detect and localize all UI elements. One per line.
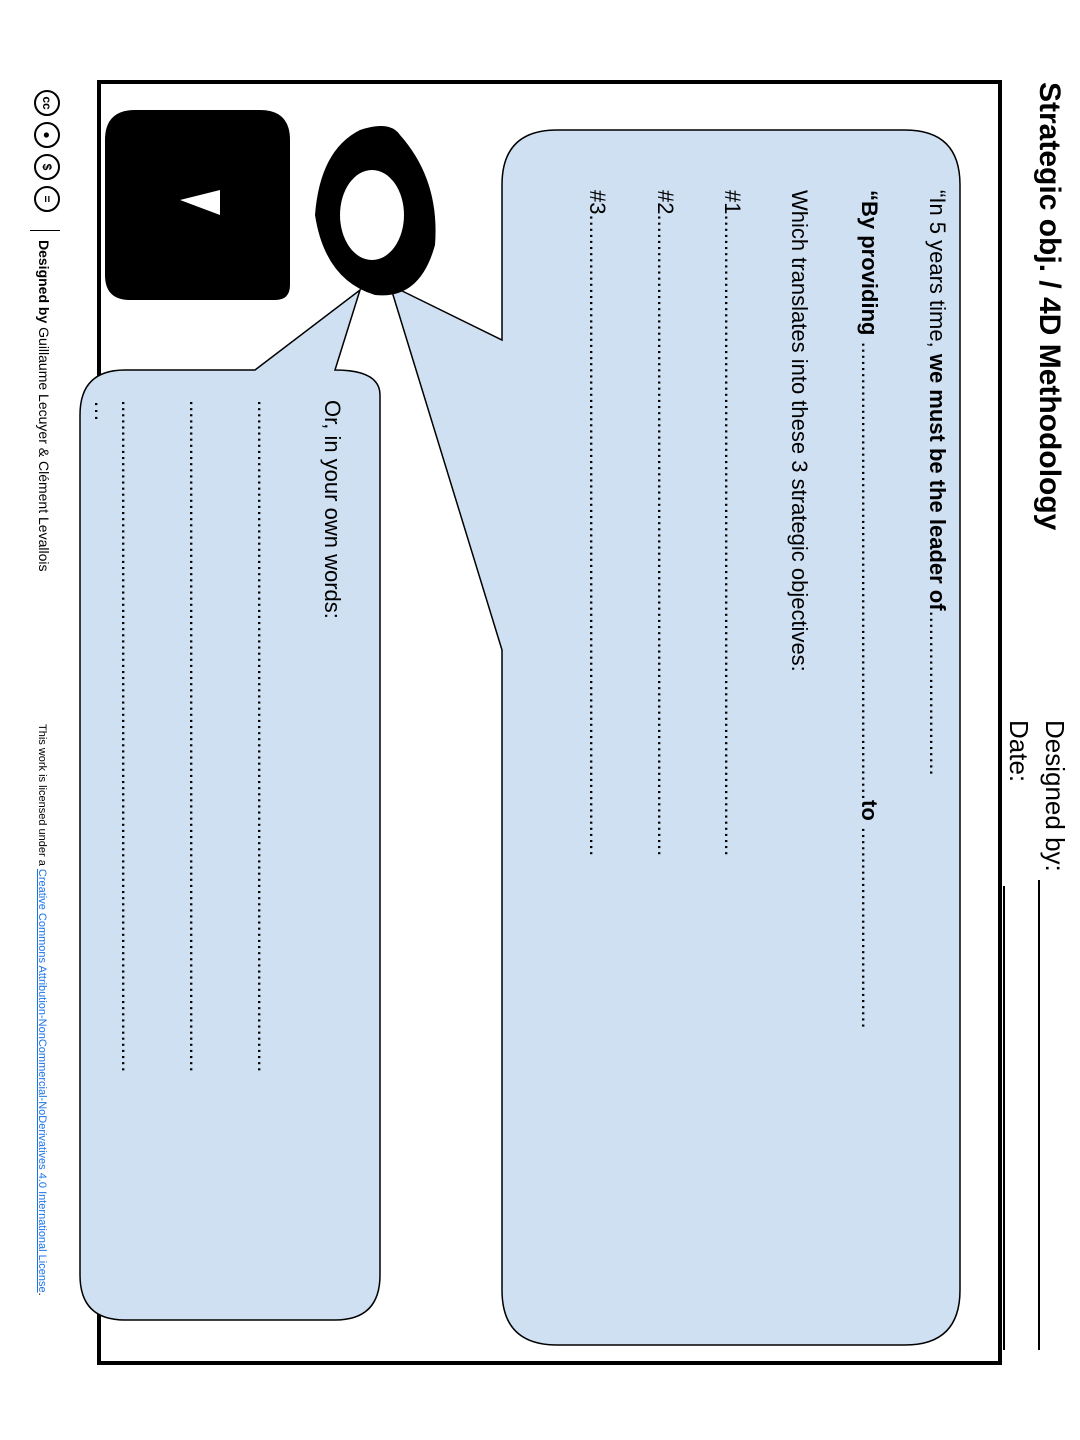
to-dotted-field[interactable]: ................................. — [857, 820, 882, 1029]
own-words-prompt: Or, in your own words: — [320, 400, 345, 619]
designer-label: Designed by — [36, 240, 52, 324]
secondary-speech-bubble — [79, 287, 381, 1321]
objective-dotted-field[interactable]: ........................................… — [653, 214, 678, 857]
main-speech-bubble — [388, 129, 961, 1346]
leader-bold: we must be the leader of — [925, 353, 950, 611]
providing-bold: “By providing — [857, 190, 882, 336]
providing-to: to — [857, 800, 882, 821]
license-prefix: This work is licensed under a — [36, 724, 48, 869]
cc-nd-icon: = — [34, 186, 60, 212]
person-silhouette-icon — [105, 110, 436, 300]
objective-dotted-field[interactable]: ........................................… — [720, 214, 745, 857]
leader-dotted-field[interactable]: ........................... — [925, 610, 950, 776]
cc-nc-icon: $ — [34, 154, 60, 180]
objective-label: #3 — [585, 190, 610, 215]
own-words-dotted-line[interactable]: ........................................… — [253, 400, 278, 1073]
providing-statement: “By providing ..........................… — [856, 190, 882, 1029]
objective-label: #2 — [653, 190, 678, 215]
leader-statement: “In 5 years time, we must be the leader … — [924, 190, 950, 776]
objective-row: #1......................................… — [719, 190, 745, 856]
objective-label: #1 — [720, 190, 745, 215]
license-link[interactable]: Creative Commons Attribution-NonCommerci… — [36, 868, 48, 1293]
cc-by-icon: ● — [34, 122, 60, 148]
cc-license-icons: cc ● $ = — [34, 90, 60, 212]
own-words-dotted-line[interactable]: ........................................… — [117, 400, 142, 1073]
cc-icon: cc — [34, 90, 60, 116]
license-text: This work is licensed under a Creative C… — [36, 724, 48, 1296]
providing-dotted-field[interactable]: ........................................… — [857, 335, 882, 800]
leader-prefix: “In 5 years time, — [925, 190, 950, 354]
objective-row: #2......................................… — [652, 190, 678, 856]
objective-dotted-field[interactable]: ........................................… — [585, 214, 610, 857]
own-words-ellipsis: … — [90, 400, 115, 422]
footer-divider — [30, 230, 60, 231]
own-words-dotted-line[interactable]: ........................................… — [185, 400, 210, 1073]
license-suffix: . — [36, 1292, 48, 1296]
objective-row: #3......................................… — [584, 190, 610, 856]
designer-names: Guillaume Lecuyer & Clément Levallois — [36, 327, 52, 572]
objectives-intro: Which translates into these 3 strategic … — [787, 190, 812, 672]
designer-credit: Designed by Guillaume Lecuyer & Clément … — [36, 240, 52, 571]
